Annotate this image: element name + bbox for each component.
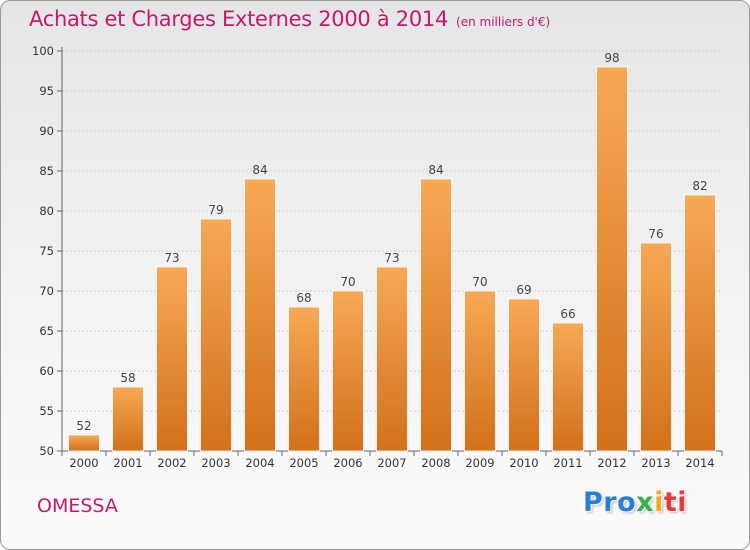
bar-value-label: 84 [428,163,443,177]
bar [464,290,496,452]
y-tick-label: 80 [39,204,54,218]
x-tick-label: 2012 [597,456,626,470]
bar-value-label: 82 [692,179,707,193]
chart-title: Achats et Charges Externes 2000 à 2014 (e… [29,7,550,31]
x-tick-label: 2003 [201,456,230,470]
y-tick-label: 90 [39,124,54,138]
bar [332,290,364,452]
bar-value-label: 52 [76,419,91,433]
proxiti-logo: Proxiti [583,487,687,518]
bar [156,266,188,452]
y-tick-label: 60 [39,364,54,378]
logo-part: ti [663,487,688,518]
bar [684,194,716,452]
bar-value-label: 79 [208,203,223,217]
y-tick-label: 70 [39,284,54,298]
bar-value-label: 73 [384,251,399,265]
x-tick-label: 2013 [641,456,670,470]
x-tick-label: 2007 [377,456,406,470]
bar [420,178,452,452]
bars [68,66,716,452]
bar [376,266,408,452]
x-tick-label: 2011 [553,456,582,470]
bar [112,386,144,452]
bar-value-label: 70 [472,275,487,289]
x-tick-label: 2006 [333,456,362,470]
y-tick-label: 95 [39,84,54,98]
y-tick-label: 65 [39,324,54,338]
chart-unit: (en milliers d'€) [456,15,551,29]
logo-part: i [654,487,664,518]
x-tick-label: 2009 [465,456,494,470]
bar-value-label: 73 [164,251,179,265]
bar [640,242,672,452]
y-tick-labels: 50 55 60 65 70 75 80 85 90 95 100 [32,44,54,458]
bar-value-label: 84 [252,163,267,177]
bar [552,322,584,452]
y-tick-label: 55 [39,404,54,418]
value-labels: 52 58 73 79 84 68 70 73 84 70 69 66 98 76 82 [76,51,707,433]
logo-part: x [636,487,655,518]
x-tick-label: 2001 [113,456,142,470]
y-tick-label: 85 [39,164,54,178]
x-tick-label: 2010 [509,456,538,470]
bar [244,178,276,452]
bar [508,298,540,452]
bar-value-label: 69 [516,283,531,297]
x-tick-labels: 2000 2001 2002 2003 2004 2005 2006 2007 2008 2009… [69,456,714,470]
bar-value-label: 98 [604,51,619,65]
x-tick-label: 2004 [245,456,274,470]
x-tick-label: 2014 [685,456,714,470]
bar [288,306,320,452]
bar-value-label: 76 [648,227,663,241]
bar [596,66,628,452]
bar [200,218,232,452]
bar-value-label: 70 [340,275,355,289]
x-tick-label: 2000 [69,456,98,470]
y-tick-label: 75 [39,244,54,258]
place-name: OMESSA [37,495,118,517]
bar-value-label: 68 [296,291,311,305]
bar-value-label: 66 [560,307,575,321]
x-tick-label: 2002 [157,456,186,470]
y-tick-label: 100 [32,44,54,58]
x-tick-label: 2008 [421,456,450,470]
y-tick-label: 50 [39,444,54,458]
logo-part: Pro [583,487,637,518]
bar-value-label: 58 [120,371,135,385]
x-tick-label: 2005 [289,456,318,470]
chart-title-text: Achats et Charges Externes 2000 à 2014 [29,7,449,31]
bar [68,434,100,452]
